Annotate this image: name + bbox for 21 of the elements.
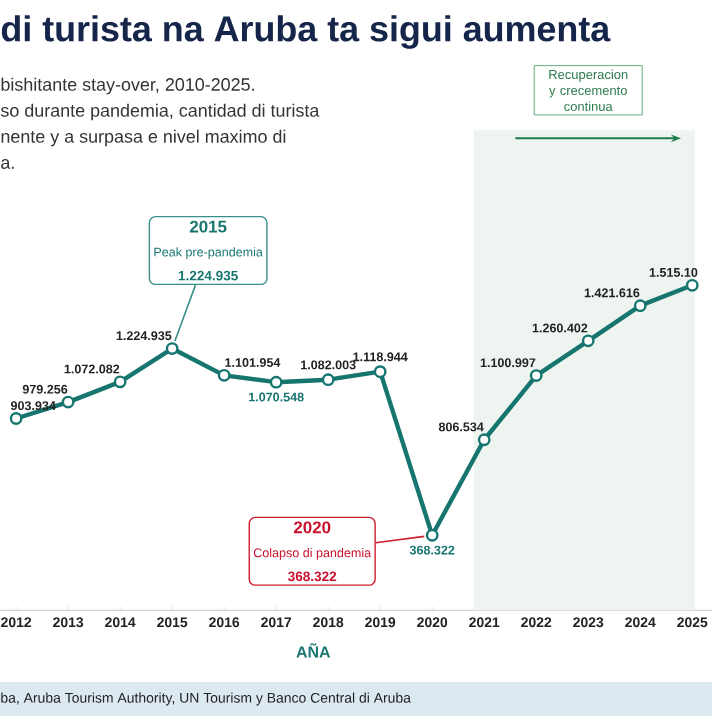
- point: [113, 375, 127, 389]
- text: so durante pandemia, cantidad di turista: [0, 103, 320, 121]
- point: [165, 342, 179, 355]
- chart-title: di turista na Aruba ta sigui aumenta: [1, 15, 611, 49]
- point: [269, 375, 283, 389]
- text: 2015: [189, 220, 227, 233]
- annotation: 2020: [293, 521, 331, 534]
- point: [217, 368, 231, 382]
- point: [633, 299, 647, 313]
- text: nente y a surpasa e nivel maximo di: [1, 129, 286, 147]
- point: [581, 334, 595, 348]
- point: [61, 395, 75, 409]
- point: [529, 369, 543, 382]
- point: [373, 365, 387, 379]
- point: [9, 412, 23, 425]
- point: [477, 433, 491, 447]
- point: [425, 528, 439, 542]
- text: a.: [1, 159, 14, 169]
- point: [685, 278, 699, 292]
- point: [321, 373, 335, 387]
- chart-subtitle: bishitante stay-over, 2010-2025.: [1, 77, 254, 95]
